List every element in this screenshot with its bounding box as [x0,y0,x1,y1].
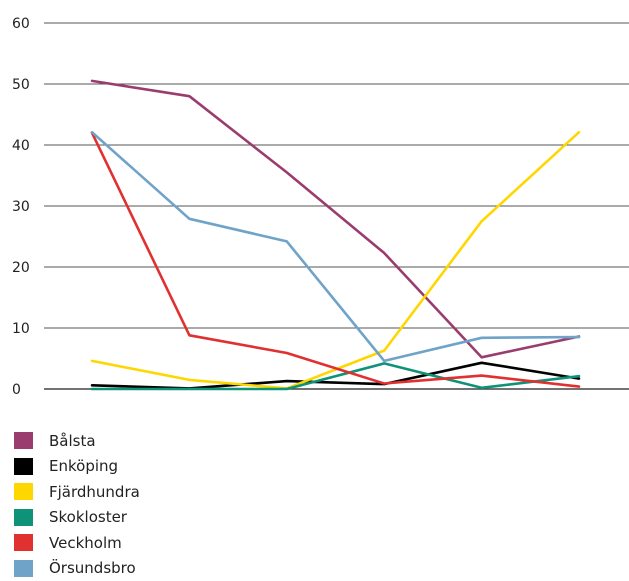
chart-legend: Bålsta Enköping Fjärdhundra Skokloster Veckh… [14,428,140,581]
y-tick-label-0: 0 [12,382,21,398]
chart-plot-area: 0 10 20 30 40 50 60 [0,0,629,420]
legend-swatch [14,534,33,551]
legend-label: Bålsta [49,432,96,450]
series-line-veckholm [92,133,579,387]
y-tick-label-60: 60 [12,16,30,32]
y-tick-label-20: 20 [12,260,30,276]
legend-label: Veckholm [49,534,122,552]
legend-item-veckholm: Veckholm [14,530,140,556]
legend-label: Örsundsbro [49,559,136,577]
legend-label: Skokloster [49,508,127,526]
series-line-örsundsbro [92,132,579,361]
legend-swatch [14,483,33,500]
legend-swatch [14,509,33,526]
legend-item-örsundsbro: Örsundsbro [14,556,140,581]
y-tick-label-40: 40 [12,138,30,154]
legend-swatch [14,432,33,449]
legend-item-bålsta: Bålsta [14,428,140,454]
legend-swatch [14,458,33,475]
legend-swatch [14,560,33,577]
line-chart: 0 10 20 30 40 50 60 Bålsta Enköping Fjärdhundra S… [0,0,629,569]
series-line-fjärdhundra [92,132,579,388]
y-tick-label-30: 30 [12,199,30,215]
legend-item-fjärdhundra: Fjärdhundra [14,479,140,505]
y-tick-label-50: 50 [12,77,30,93]
y-tick-label-10: 10 [12,321,30,337]
legend-label: Fjärdhundra [49,483,140,501]
series-line-bålsta [92,81,579,357]
legend-item-enköping: Enköping [14,454,140,480]
legend-label: Enköping [49,457,118,475]
legend-item-skokloster: Skokloster [14,505,140,531]
